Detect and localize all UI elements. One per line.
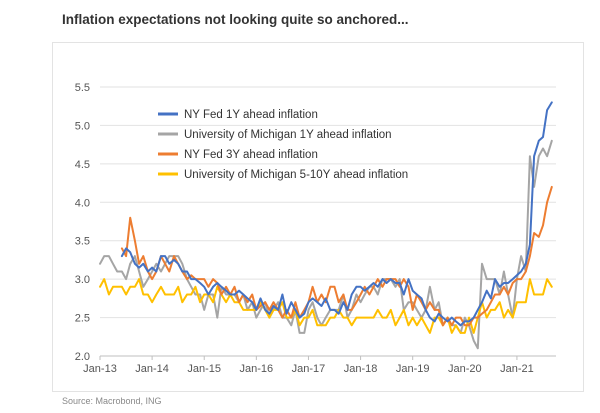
source-note: Source: Macrobond, ING — [62, 396, 162, 406]
x-tick-label: Jan-21 — [500, 363, 534, 375]
chart-title: Inflation expectations not looking quite… — [62, 12, 409, 27]
x-axis: Jan-13 Jan-14 Jan-15 Jan-16 Jan-17 Jan-18 Jan-… — [83, 355, 556, 375]
y-tick-label: 3.5 — [75, 236, 90, 248]
series-line-2 — [120, 185, 553, 327]
x-tick-label: Jan-13 — [83, 363, 117, 375]
x-tick-label: Jan-20 — [448, 363, 482, 375]
x-tick-label: Jan-18 — [344, 363, 378, 375]
y-tick-label: 5.5 — [75, 82, 90, 94]
chart-frame — [52, 42, 584, 392]
x-tick-label: Jan-19 — [396, 363, 430, 375]
legend-label: NY Fed 3Y ahead inflation — [184, 149, 318, 161]
y-tick-label: 2.5 — [75, 313, 90, 325]
x-tick-label: Jan-17 — [292, 363, 326, 375]
gridlines — [100, 86, 556, 319]
series-line-1 — [99, 139, 553, 350]
series-lines — [99, 101, 553, 350]
y-tick-label: 5.0 — [75, 120, 90, 132]
y-tick-label: 4.0 — [75, 197, 90, 209]
y-tick-label: 2.0 — [75, 351, 90, 363]
y-tick-label: 4.5 — [75, 159, 90, 171]
x-tick-label: Jan-14 — [135, 363, 169, 375]
x-tick-label: Jan-16 — [240, 363, 274, 375]
legend-label: University of Michigan 5-10Y ahead infla… — [184, 169, 408, 181]
x-tick-label: Jan-15 — [187, 363, 221, 375]
series-line-3 — [99, 278, 553, 334]
y-axis-tick-labels: 2.0 2.5 3.0 3.5 4.0 4.5 5.0 5.5 — [75, 82, 90, 363]
legend-label: NY Fed 1Y ahead inflation — [184, 109, 318, 121]
series-line-0 — [120, 101, 553, 327]
legend-label: University of Michigan 1Y ahead inflatio… — [184, 129, 392, 141]
y-tick-label: 3.0 — [75, 274, 90, 286]
legend: NY Fed 1Y ahead inflation University of M… — [158, 109, 408, 181]
